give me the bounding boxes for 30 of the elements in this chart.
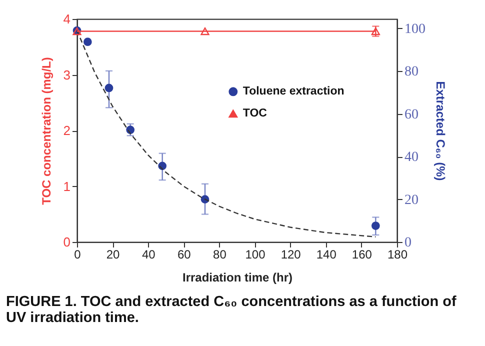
point [83,38,92,46]
y2-tick-label: 0 [404,236,412,250]
y-tick-label: 4 [63,12,70,26]
point [371,222,380,230]
x-tick-label: 80 [213,248,227,262]
legend-label: TOC [242,108,267,120]
x-tick-label: 60 [177,248,192,262]
x-tick-label: 160 [352,248,372,262]
x-tick-label: 40 [142,248,156,262]
y2-tick-label: 20 [404,192,418,208]
x-tick-label: 0 [74,248,82,262]
x-axis-title: Irradiation time (hr) [182,270,293,284]
y-axis-title: TOC concentration (mg/L) [39,57,54,205]
y-tick-label: 3 [63,67,70,82]
y-tick-label: 1 [63,178,70,194]
x-tick-label: 20 [106,248,120,262]
y2-axis-title: Extracted C₆₀ (%) [434,81,448,181]
legend-label: Toluene extraction [242,86,344,98]
y2-tick-label: 100 [404,22,426,37]
x-tick-label: 180 [387,248,408,262]
y2-tick-label: 60 [404,107,418,122]
x-tick-label: 100 [245,248,266,262]
y-tick-label: 2 [63,123,70,138]
x-tick-label: 120 [280,248,302,262]
y-tick-label: 0 [63,234,70,250]
y2-tick-label: 40 [404,150,418,166]
caption: FIGURE 1. TOC and extracted C₆₀ concentrations as a function of UV irradiation time. [6,294,458,326]
x-tick-label: 140 [316,248,337,262]
y2-tick-label: 80 [404,64,418,80]
point [104,84,114,92]
